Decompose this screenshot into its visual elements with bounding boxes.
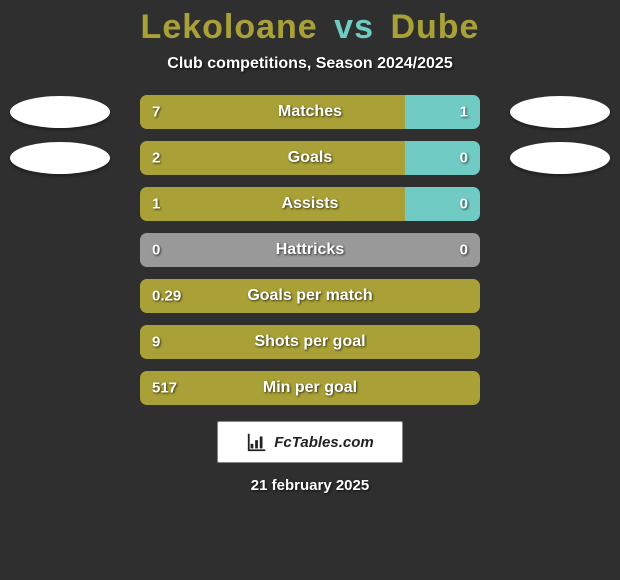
stat-bar: 10Assists <box>140 187 480 221</box>
player2-badge <box>510 142 610 174</box>
comparison-card: Lekoloane vs Dube Club competitions, Sea… <box>0 0 620 580</box>
stat-row: 00Hattricks <box>0 233 620 267</box>
stat-bar: 517Min per goal <box>140 371 480 405</box>
stat-value-left: 517 <box>152 380 177 397</box>
stat-row: 10Assists <box>0 187 620 221</box>
title-player1: Lekoloane <box>141 8 318 46</box>
stat-row: 71Matches <box>0 95 620 129</box>
stat-bar: 00Hattricks <box>140 233 480 267</box>
watermark: FcTables.com <box>217 421 403 463</box>
title-player2: Dube <box>390 8 479 46</box>
stat-value-left: 0.29 <box>152 288 181 305</box>
stat-value-left: 0 <box>152 242 160 259</box>
stat-row: 517Min per goal <box>0 371 620 405</box>
stat-value-right: 0 <box>460 150 468 167</box>
stat-value-left: 9 <box>152 334 160 351</box>
stat-bar: 71Matches <box>140 95 480 129</box>
page-title: Lekoloane vs Dube <box>0 8 620 47</box>
watermark-text: FcTables.com <box>274 434 373 451</box>
stat-row: 20Goals <box>0 141 620 175</box>
chart-icon <box>246 431 268 453</box>
stat-value-left: 7 <box>152 104 160 121</box>
stat-bar: 0.29Goals per match <box>140 279 480 313</box>
stat-value-right: 1 <box>460 104 468 121</box>
player2-badge <box>510 96 610 128</box>
stat-bar: 20Goals <box>140 141 480 175</box>
stat-value-left: 1 <box>152 196 160 213</box>
stat-bar: 9Shots per goal <box>140 325 480 359</box>
stat-value-left: 2 <box>152 150 160 167</box>
stat-row: 9Shots per goal <box>0 325 620 359</box>
stats-container: 71Matches20Goals10Assists00Hattricks0.29… <box>0 95 620 405</box>
player1-badge <box>10 142 110 174</box>
player1-badge <box>10 96 110 128</box>
stat-value-right: 0 <box>460 242 468 259</box>
date-label: 21 february 2025 <box>0 477 620 494</box>
subtitle: Club competitions, Season 2024/2025 <box>0 55 620 73</box>
stat-row: 0.29Goals per match <box>0 279 620 313</box>
stat-value-right: 0 <box>460 196 468 213</box>
title-vs: vs <box>334 8 374 46</box>
